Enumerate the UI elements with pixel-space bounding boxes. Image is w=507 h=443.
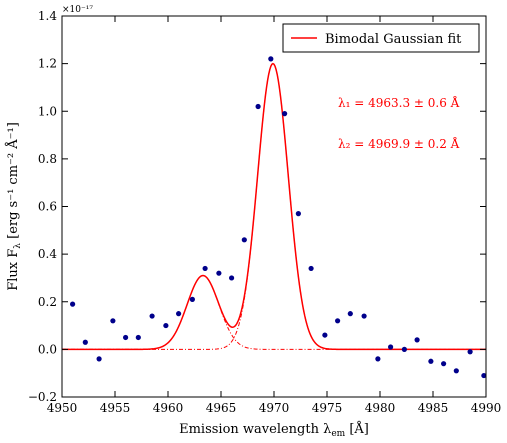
- y-tick-label: 0.6: [38, 200, 57, 214]
- data-point: [467, 349, 473, 355]
- y-axis-ticks: −0.2 0.0 0.2 0.4 0.6 0.8 1.0 1.2 1.4: [28, 9, 486, 404]
- data-point: [388, 344, 394, 350]
- y-tick-label: 1.0: [38, 104, 57, 118]
- data-point: [308, 265, 314, 272]
- y-tick-label: 1.4: [38, 9, 57, 23]
- data-point: [70, 301, 76, 307]
- data-point: [202, 265, 208, 272]
- y-axis-exponent: ×10⁻¹⁷: [62, 5, 93, 15]
- data-point: [135, 334, 141, 341]
- data-point: [241, 237, 247, 243]
- x-tick-label: 4980: [365, 401, 396, 415]
- data-point: [481, 372, 487, 379]
- data-point: [453, 368, 459, 374]
- data-point: [216, 270, 222, 276]
- x-axis-label-main: Emission wavelength λ: [179, 422, 331, 437]
- data-point: [335, 318, 341, 324]
- x-tick-label: 4965: [206, 401, 237, 415]
- x-tick-label: 4970: [259, 401, 290, 415]
- data-point: [123, 334, 129, 341]
- data-point: [96, 356, 102, 362]
- data-point: [295, 211, 301, 217]
- data-point: [282, 111, 288, 117]
- data-point: [322, 332, 328, 338]
- legend-label: Bimodal Gaussian fit: [325, 32, 462, 47]
- data-point: [441, 361, 447, 367]
- data-point: [163, 322, 169, 329]
- y-axis-label: Flux Fλ [erg s⁻¹ cm⁻² Å⁻¹]: [5, 122, 23, 291]
- y-tick-label: 0.2: [38, 295, 57, 309]
- annotation-lambda-2: λ₂ = 4969.9 ± 0.2 Å: [338, 136, 460, 151]
- data-points: [70, 56, 487, 379]
- y-tick-label: 0.8: [38, 152, 57, 166]
- data-point: [347, 311, 353, 317]
- data-point: [229, 275, 235, 281]
- data-point: [401, 346, 407, 352]
- y-axis-label-sub: λ: [13, 243, 23, 249]
- component-curve-1: [62, 275, 486, 350]
- data-point: [361, 313, 367, 319]
- x-axis-ticks: 4950 4955 4960 4965 4970 4975 4980 4985 4990: [47, 16, 502, 415]
- data-point: [428, 358, 434, 364]
- x-tick-label: 4990: [471, 401, 502, 415]
- annotation-lambda-1: λ₁ = 4963.3 ± 0.6 Å: [338, 95, 460, 110]
- legend: Bimodal Gaussian fit: [282, 23, 480, 53]
- x-axis-label-unit: [Å]: [345, 421, 369, 437]
- data-point: [375, 356, 381, 362]
- y-tick-label: −0.2: [28, 390, 57, 404]
- x-tick-label: 4975: [312, 401, 343, 415]
- data-point: [149, 313, 155, 319]
- data-point: [414, 337, 420, 343]
- fit-curve: [62, 62, 486, 351]
- y-tick-label: 1.2: [38, 57, 57, 71]
- data-point: [255, 103, 261, 110]
- y-axis-label-unit: [erg s⁻¹ cm⁻² Å⁻¹]: [5, 122, 21, 243]
- data-point: [176, 311, 182, 317]
- y-tick-label: 0.4: [38, 247, 57, 261]
- x-tick-label: 4950: [47, 401, 78, 415]
- data-point: [82, 339, 88, 345]
- y-axis-label-main: Flux F: [6, 249, 21, 291]
- x-axis-label-sub: em: [331, 429, 345, 439]
- x-tick-label: 4985: [418, 401, 449, 415]
- data-point: [110, 318, 116, 324]
- x-axis-label: Emission wavelength λem [Å]: [179, 421, 369, 439]
- data-point: [268, 56, 274, 62]
- y-tick-label: 0.0: [38, 342, 57, 356]
- x-tick-label: 4960: [153, 401, 184, 415]
- x-tick-label: 4955: [100, 401, 131, 415]
- data-point: [189, 296, 195, 302]
